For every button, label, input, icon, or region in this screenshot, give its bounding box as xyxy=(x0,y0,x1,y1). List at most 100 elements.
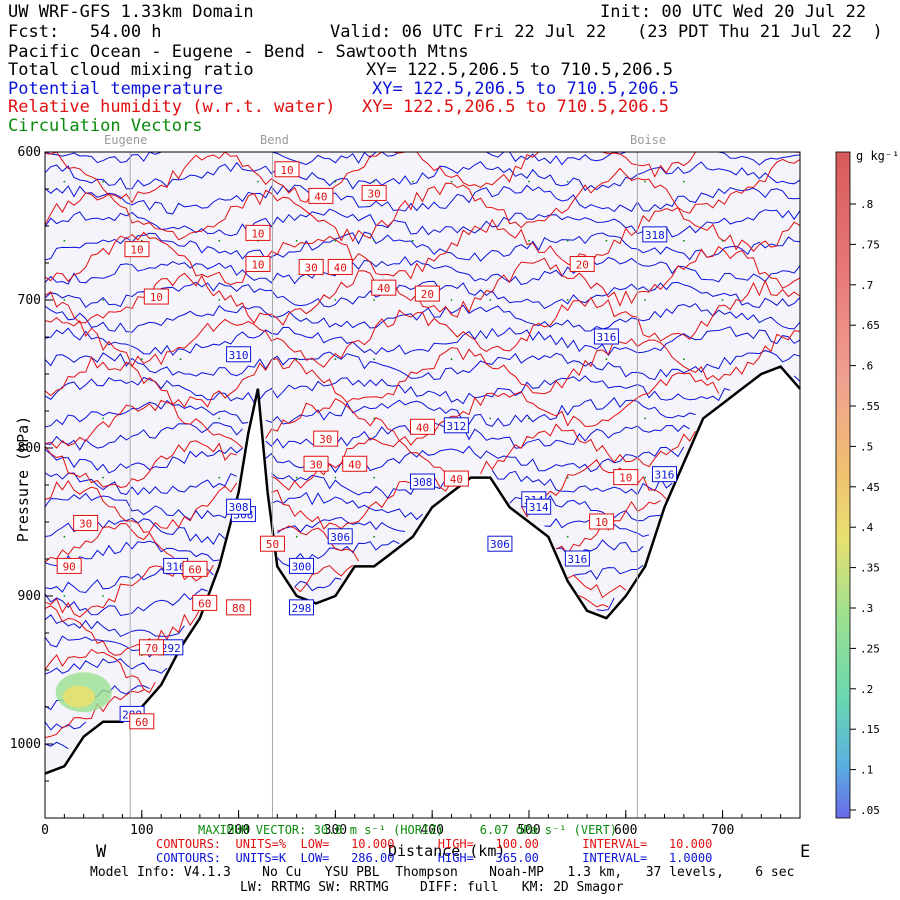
rh-contour xyxy=(44,206,801,286)
circulation-vector xyxy=(334,476,337,479)
rh-label: 30 xyxy=(361,184,387,201)
place-label-boise: Boise xyxy=(630,133,667,147)
rh-label: 40 xyxy=(371,279,397,296)
theta-label-box xyxy=(226,498,252,515)
theta-label: 314 xyxy=(526,498,552,515)
rh-contour xyxy=(44,330,801,408)
rh-label-box xyxy=(245,255,271,272)
circulation-vector xyxy=(373,476,376,479)
circulation-vector xyxy=(373,180,376,183)
theta-label: 316 xyxy=(564,550,590,567)
rh-label-box xyxy=(303,455,329,472)
rh-label: 40 xyxy=(327,258,353,275)
theta-label-text: 318 xyxy=(645,229,665,242)
y-tick-label: 700 xyxy=(18,293,41,308)
cloud-mixing-ratio-core xyxy=(62,685,95,708)
circulation-vector xyxy=(682,358,685,361)
rh-label: 60 xyxy=(129,713,155,730)
theta-label-text: 316 xyxy=(567,553,587,566)
rh-label-box xyxy=(371,279,397,296)
colorbar-tick-label: .2 xyxy=(860,683,873,696)
region-label: Pacific Ocean - Eugene - Bend - Sawtooth… xyxy=(8,42,469,62)
y-tick-label: 900 xyxy=(18,589,41,604)
circulation-vector xyxy=(334,299,337,301)
field-rh-xy: XY= 122.5,206.5 to 710.5,206.5 xyxy=(362,97,670,117)
circulation-vector xyxy=(373,358,376,361)
init-time: Init: 00 UTC Wed 20 Jul 22 xyxy=(600,2,867,22)
field-vectors-label: Circulation Vectors xyxy=(8,116,203,136)
x-tick-label: 0 xyxy=(41,823,49,838)
theta-label-box xyxy=(487,535,513,552)
theta-label-box xyxy=(410,473,435,490)
rh-label-text: 10 xyxy=(251,258,264,271)
rh-label-text: 30 xyxy=(319,433,332,446)
rh-label: 10 xyxy=(245,224,271,241)
rh-label-text: 50 xyxy=(266,538,279,551)
theta-label: 316 xyxy=(163,557,189,574)
x-axis-title: Distance (km) xyxy=(388,842,506,860)
circulation-vector xyxy=(218,299,221,301)
colorbar-units: g kg⁻¹ xyxy=(856,149,900,163)
rh-label-box xyxy=(298,258,324,275)
rh-label-box xyxy=(414,285,440,302)
theta-contour xyxy=(44,588,615,617)
theta-label: 306 xyxy=(327,528,353,545)
theta-label-box xyxy=(651,466,677,483)
circulation-vector xyxy=(140,358,143,361)
theta-label: 312 xyxy=(443,417,469,434)
theta-label: 308 xyxy=(410,473,435,490)
circulation-vector xyxy=(566,180,569,183)
theta-contour xyxy=(44,741,69,750)
rh-label-text: 40 xyxy=(348,458,361,471)
circulation-vector xyxy=(528,239,530,242)
theta-label: 308 xyxy=(226,498,252,515)
theta-label-box xyxy=(289,599,315,616)
circulation-vector xyxy=(644,299,647,301)
theta-label-text: 316 xyxy=(655,469,675,482)
rh-label: 90 xyxy=(56,557,82,574)
field-cloud-xy: XY= 122.5,206.5 to 710.5,206.5 xyxy=(366,60,674,80)
theta-label-box xyxy=(226,346,252,363)
circulation-vector xyxy=(334,239,337,242)
theta-label-text: 306 xyxy=(330,531,350,544)
theta-label-text: 298 xyxy=(292,602,312,615)
rh-label-box xyxy=(138,639,164,656)
colorbar-tick-label: .6 xyxy=(860,360,873,373)
y-tick-label: 1000 xyxy=(10,737,41,752)
rh-label-box xyxy=(589,513,615,530)
theta-label-box xyxy=(642,226,668,243)
rh-label-text: 60 xyxy=(188,563,201,576)
rh-contour xyxy=(44,595,609,656)
rh-label-text: 90 xyxy=(63,560,76,573)
circulation-vector xyxy=(605,239,608,242)
circulation-vector xyxy=(682,239,685,242)
rh-label: 10 xyxy=(613,469,639,486)
rh-label-text: 20 xyxy=(576,258,589,271)
circulation-vector xyxy=(411,180,414,183)
circulation-vector xyxy=(102,417,104,420)
rh-label-box xyxy=(56,557,82,574)
circulation-vector xyxy=(63,299,66,301)
circulation-vector xyxy=(218,239,221,242)
circulation-vector xyxy=(295,239,298,242)
x-tick-label: 700 xyxy=(711,823,734,838)
theta-contour xyxy=(44,161,801,192)
circulation-vector xyxy=(411,239,414,242)
rh-label-box xyxy=(73,514,99,531)
rh-label: 30 xyxy=(73,514,99,531)
colorbar-tick-label: .35 xyxy=(860,562,880,575)
rh-label-box xyxy=(182,560,208,577)
rh-label-text: 40 xyxy=(377,282,390,295)
circulation-vector xyxy=(489,299,492,301)
circulation-vector xyxy=(373,417,376,420)
circulation-vector xyxy=(257,180,259,183)
rh-label-text: 10 xyxy=(619,472,632,485)
rh-label: 20 xyxy=(569,255,595,272)
field-cloud-label: Total cloud mixing ratio xyxy=(8,60,254,80)
rh-label-box xyxy=(245,224,271,241)
theta-contour xyxy=(44,614,185,638)
rh-label: 40 xyxy=(342,455,368,472)
colorbar-tick-label: .5 xyxy=(860,440,873,453)
rh-label-box xyxy=(124,241,150,258)
circulation-vector xyxy=(528,180,530,183)
